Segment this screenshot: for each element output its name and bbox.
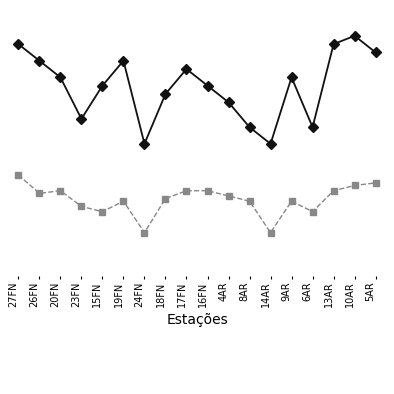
X-axis label: Estações: Estações	[166, 313, 228, 327]
